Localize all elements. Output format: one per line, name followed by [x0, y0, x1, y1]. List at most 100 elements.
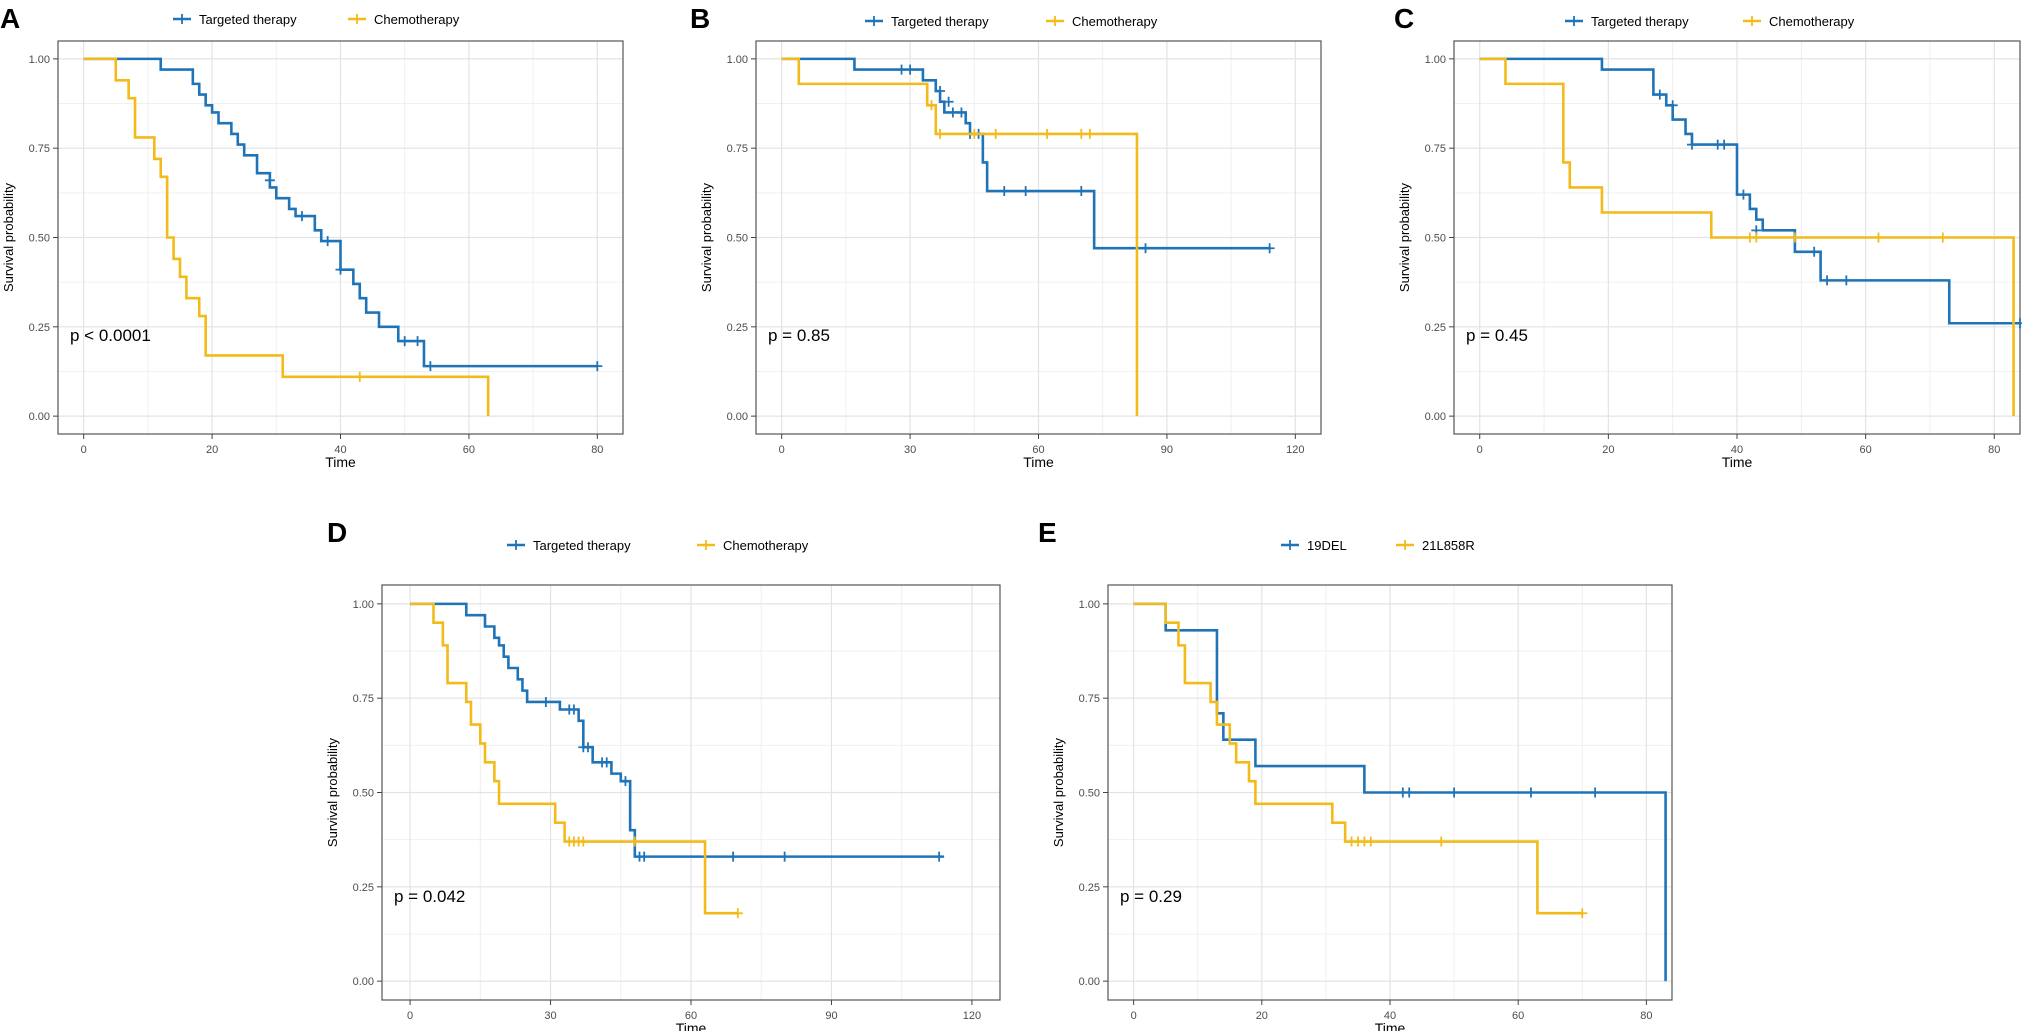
y-axis-title: Survival probability	[1, 182, 16, 292]
censor-mark	[1719, 139, 1730, 150]
legend-label: Chemotherapy	[374, 12, 460, 27]
censor-mark	[296, 211, 307, 222]
censor-mark	[779, 851, 790, 862]
x-tick-label: 120	[1286, 444, 1304, 456]
y-tick-label: 0.50	[1425, 233, 1446, 245]
censor-mark	[1822, 275, 1833, 286]
x-tick-label: 60	[1860, 444, 1872, 456]
p-value-annotation: p = 0.45	[1466, 326, 1528, 345]
legend-key-cross	[1747, 16, 1757, 26]
x-tick-label: 60	[685, 1010, 697, 1022]
censor-mark	[728, 851, 739, 862]
legend-label: Targeted therapy	[199, 12, 297, 27]
y-tick-label: 0.00	[29, 411, 50, 423]
y-tick-label: 0.25	[353, 882, 374, 894]
km-curve-yellow	[1479, 57, 2015, 417]
panel-b: B 0 30 60 90 120 0.00 0.25 0.50 0.75 1.00 Time Survi…	[690, 3, 1322, 470]
censor-mark	[934, 851, 945, 862]
x-tick-label: 20	[206, 444, 218, 456]
censor-mark	[1873, 232, 1884, 243]
km-curve-yellow	[410, 602, 738, 915]
censor-mark	[540, 696, 551, 707]
y-tick-label: 0.75	[29, 143, 50, 155]
x-tick-label: 0	[1131, 1010, 1137, 1022]
y-tick-label: 1.00	[1079, 599, 1100, 611]
km-curve-blue	[410, 602, 944, 858]
panel-a: A 0 20 40 60 80 0.00 0.25 0.50 0.75 1.00 Time Surviv…	[0, 3, 624, 470]
legend-key-cross	[1050, 16, 1060, 26]
x-axis-title: Time	[1375, 1020, 1406, 1031]
p-value-annotation: p = 0.042	[394, 887, 465, 906]
legend-key-cross	[869, 16, 879, 26]
y-tick-label: 0.25	[1079, 882, 1100, 894]
x-tick-label: 90	[825, 1010, 837, 1022]
x-axis-title: Time	[1722, 454, 1753, 470]
legend-label: Chemotherapy	[1072, 14, 1158, 29]
censor-mark	[425, 361, 436, 372]
censor-mark	[1404, 787, 1415, 798]
censor-mark	[1436, 836, 1447, 847]
panel-label: E	[1038, 517, 1057, 548]
panel-c: C 0 20 40 60 80 0.00 0.25 0.50 0.75 1.00 Time Surviv…	[1394, 3, 2022, 470]
x-tick-label: 20	[1602, 444, 1614, 456]
censor-mark	[399, 336, 410, 347]
x-tick-label: 30	[544, 1010, 556, 1022]
x-tick-label: 40	[334, 444, 346, 456]
y-axis-title: Survival probability	[1051, 737, 1066, 847]
censor-mark	[1654, 89, 1665, 100]
censor-mark	[1751, 232, 1762, 243]
km-curve-blue	[1133, 602, 1667, 982]
censor-mark	[1365, 836, 1376, 847]
x-tick-label: 80	[591, 444, 603, 456]
censor-mark	[935, 86, 946, 97]
x-tick-label: 90	[1161, 444, 1173, 456]
x-tick-label: 0	[407, 1010, 413, 1022]
censor-mark	[1738, 189, 1749, 200]
censor-mark	[947, 107, 958, 118]
y-tick-label: 0.25	[1425, 322, 1446, 334]
p-value-annotation: p = 0.85	[768, 326, 830, 345]
y-tick-label: 0.25	[727, 322, 748, 334]
censor-mark	[999, 186, 1010, 197]
panel-label: C	[1394, 3, 1414, 34]
censor-mark	[264, 175, 275, 186]
x-tick-label: 120	[963, 1010, 981, 1022]
y-tick-label: 0.75	[353, 693, 374, 705]
y-axis-title: Survival probability	[325, 737, 340, 847]
censor-mark	[583, 742, 593, 753]
x-tick-label: 30	[904, 444, 916, 456]
legend-label: Targeted therapy	[533, 538, 631, 553]
x-tick-label: 0	[779, 444, 785, 456]
x-tick-label: 60	[463, 444, 475, 456]
x-axis-title: Time	[1023, 454, 1054, 470]
censor-mark	[732, 908, 743, 919]
panel-e: E 0 20 40 60 80 0.00 0.25 0.50 0.75 1.00 Time Surviv…	[1038, 517, 1673, 1031]
censor-mark	[1577, 908, 1588, 919]
censor-mark	[1590, 787, 1601, 798]
legend-key-cross	[511, 540, 521, 550]
x-tick-label: 20	[1256, 1010, 1268, 1022]
censor-mark	[1084, 128, 1095, 139]
censor-mark	[568, 704, 579, 715]
y-tick-label: 0.50	[727, 233, 748, 245]
y-tick-label: 1.00	[353, 599, 374, 611]
censor-mark	[969, 128, 980, 139]
censor-mark	[592, 361, 603, 372]
censor-mark	[1264, 243, 1275, 254]
censor-mark	[956, 107, 967, 118]
y-tick-label: 0.25	[29, 322, 50, 334]
y-axis-title: Survival probability	[1397, 182, 1412, 292]
y-tick-label: 0.00	[353, 976, 374, 988]
x-axis-title: Time	[325, 454, 356, 470]
censor-mark	[905, 64, 916, 75]
censor-mark	[1076, 128, 1087, 139]
panel-label: B	[690, 3, 710, 34]
y-tick-label: 1.00	[1425, 54, 1446, 66]
y-tick-label: 1.00	[29, 54, 50, 66]
y-tick-label: 0.00	[727, 411, 748, 423]
censor-mark	[943, 96, 954, 107]
censor-mark	[926, 100, 937, 111]
km-curve-yellow	[83, 57, 490, 417]
censor-mark	[354, 371, 365, 382]
